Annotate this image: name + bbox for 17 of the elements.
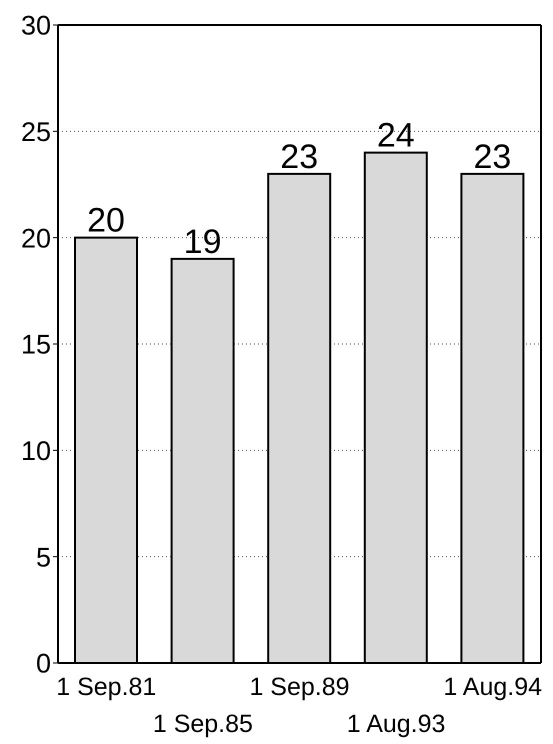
data-label: 24	[376, 116, 415, 155]
y-tick-label: 20	[20, 223, 51, 254]
x-tick-label: 1 Sep.85	[152, 710, 253, 738]
x-tick-label: 1 Sep.81	[56, 673, 156, 701]
y-tick-label: 0	[36, 648, 51, 679]
y-tick-label: 5	[36, 542, 51, 572]
data-label: 23	[473, 138, 512, 176]
x-tick-label: 1 Aug.93	[346, 710, 446, 738]
x-tick-label: 1 Sep.89	[249, 673, 350, 701]
y-tick-label: 30	[20, 10, 51, 41]
data-label: 19	[184, 222, 222, 261]
y-tick-label: 25	[20, 116, 51, 147]
x-tick-label: 1 Aug.94	[443, 673, 542, 701]
data-label: 23	[280, 138, 318, 176]
y-tick-label: 15	[20, 330, 51, 360]
y-tick-label: 10	[20, 436, 51, 466]
data-label: 20	[87, 202, 125, 240]
